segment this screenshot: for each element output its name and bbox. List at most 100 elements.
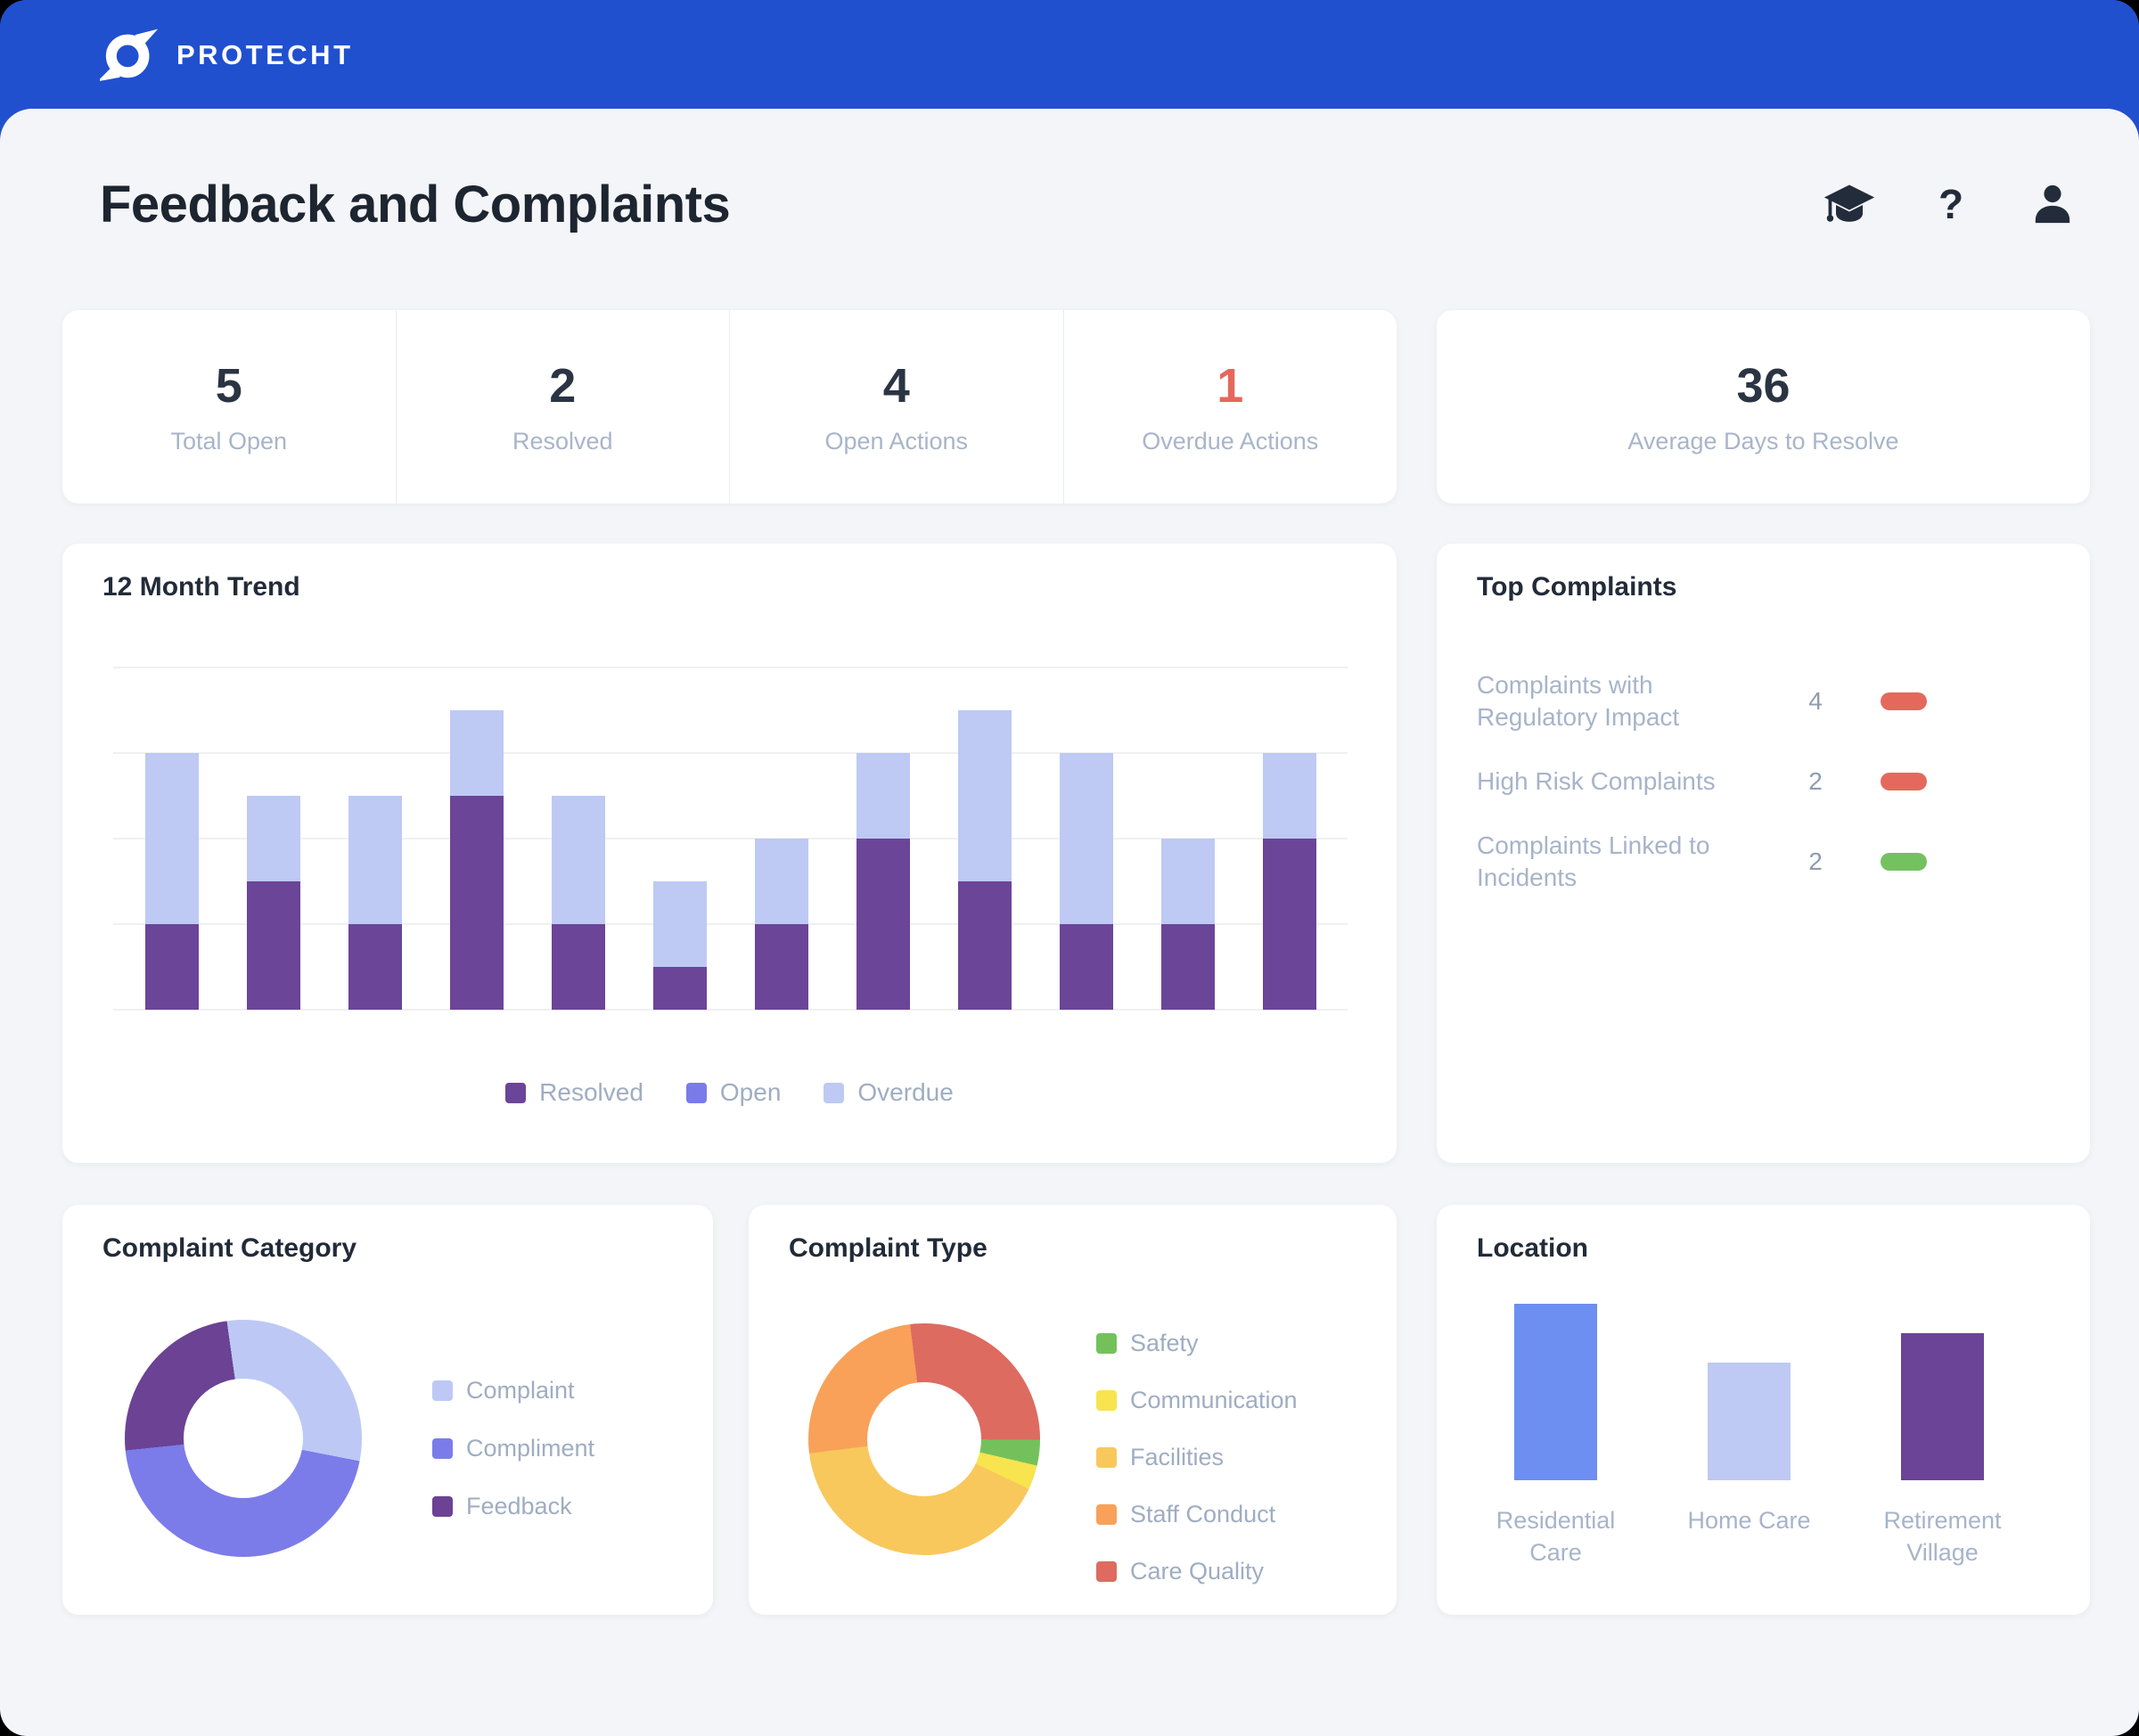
brand-name: PROTECHT (176, 39, 354, 70)
top-complaint-label: High Risk Complaints (1477, 766, 1716, 795)
help-icon[interactable]: ? (1938, 181, 1964, 227)
location-bar[interactable] (1901, 1333, 1984, 1480)
donut-legend-item[interactable]: Safety (1096, 1330, 1298, 1357)
trend-bar[interactable] (348, 796, 402, 1010)
location-bar[interactable] (1708, 1363, 1791, 1480)
legend-swatch (685, 1082, 707, 1103)
location-bar[interactable] (1514, 1304, 1597, 1480)
overdue-segment[interactable] (653, 881, 707, 967)
trend-bar[interactable] (1060, 753, 1113, 1010)
trend-bar[interactable] (653, 881, 707, 1010)
top-complaints-list: Complaints with Regulatory Impact 4 High R… (1477, 661, 2050, 902)
top-complaint-count: 2 (1808, 848, 1823, 875)
resolved-segment[interactable] (653, 967, 707, 1010)
legend-swatch (432, 1496, 453, 1517)
legend-label: Resolved (539, 1078, 643, 1106)
trend-bar[interactable] (958, 710, 1012, 1010)
legend-swatch (824, 1082, 845, 1103)
resolved-segment[interactable] (348, 924, 402, 1010)
legend-swatch (1096, 1447, 1117, 1468)
overdue-segment[interactable] (755, 839, 808, 924)
donut-legend-item[interactable]: Compliment (432, 1435, 594, 1462)
resolved-segment[interactable] (1161, 924, 1215, 1010)
trend-bar[interactable] (1263, 753, 1316, 1010)
donut-legend-item[interactable]: Facilities (1096, 1444, 1298, 1471)
donut-legend-item[interactable]: Communication (1096, 1387, 1298, 1414)
trend-chart (113, 667, 1348, 1011)
donut-legend-item[interactable]: Feedback (432, 1493, 594, 1520)
location-label: Home Care (1687, 1507, 1811, 1534)
legend-swatch (1096, 1333, 1117, 1354)
legend-label: Feedback (466, 1493, 572, 1519)
overdue-segment[interactable] (1161, 839, 1215, 924)
donut-legend-item[interactable]: Care Quality (1096, 1558, 1298, 1585)
resolved-segment[interactable] (450, 796, 504, 1010)
trend-title: 12 Month Trend (102, 572, 300, 602)
legend-label: Communication (1130, 1387, 1298, 1413)
stat-item: 36 Average Days to Resolve (1437, 310, 2090, 504)
status-pill (1881, 773, 1927, 790)
trend-legend-item[interactable]: Resolved (505, 1078, 643, 1107)
trend-bar[interactable] (145, 753, 199, 1010)
gridline (113, 923, 1348, 925)
trend-legend-item[interactable]: Overdue (824, 1078, 954, 1107)
stat-label: Open Actions (824, 428, 969, 454)
resolved-segment[interactable] (1263, 839, 1316, 1010)
top-complaint-count: 2 (1808, 767, 1823, 795)
trend-bar[interactable] (1161, 839, 1215, 1010)
complaint-category-legend: Complaint Compliment Feedback (432, 1377, 594, 1520)
stat-value: 2 (549, 359, 577, 413)
user-icon[interactable] (2025, 176, 2080, 232)
resolved-segment[interactable] (1060, 924, 1113, 1010)
overdue-segment[interactable] (856, 753, 910, 839)
gridline (113, 1009, 1348, 1011)
resolved-segment[interactable] (145, 924, 199, 1010)
legend-label: Complaint (466, 1377, 575, 1404)
donut-legend-item[interactable]: Staff Conduct (1096, 1501, 1298, 1528)
resolved-segment[interactable] (552, 924, 605, 1010)
gridline (113, 667, 1348, 668)
donut-hole (867, 1382, 981, 1496)
stat-item: 2 Resolved (395, 310, 730, 504)
donut-legend-item[interactable]: Complaint (432, 1377, 594, 1404)
legend-swatch (1096, 1504, 1117, 1525)
location-title: Location (1477, 1233, 1588, 1263)
overdue-segment[interactable] (145, 753, 199, 924)
overdue-segment[interactable] (348, 796, 402, 924)
complaint-category-donut[interactable] (125, 1320, 362, 1557)
page-header: Feedback and Complaints ? (100, 164, 2080, 244)
stat-value: 36 (1736, 359, 1791, 413)
complaint-type-donut[interactable] (808, 1323, 1040, 1555)
complaint-type-title: Complaint Type (789, 1233, 988, 1263)
status-pill (1881, 692, 1927, 710)
trend-bar[interactable] (856, 753, 910, 1010)
resolved-segment[interactable] (755, 924, 808, 1010)
overdue-segment[interactable] (958, 710, 1012, 881)
trend-bar[interactable] (755, 839, 808, 1010)
trend-legend-item[interactable]: Open (685, 1078, 781, 1107)
trend-bar[interactable] (552, 796, 605, 1010)
stat-item: 5 Total Open (62, 310, 396, 504)
brand: PROTECHT (100, 23, 354, 87)
trend-bar[interactable] (247, 796, 300, 1010)
stat-value: 5 (215, 359, 242, 413)
complaint-type-legend: Safety Communication Facilities Staff Condu… (1096, 1330, 1298, 1585)
gridline (113, 838, 1348, 839)
legend-swatch (432, 1438, 453, 1459)
overdue-segment[interactable] (1060, 753, 1113, 924)
top-complaint-row: Complaints Linked to Incidents 2 (1477, 822, 2050, 902)
stat-value: 4 (882, 359, 910, 413)
overdue-segment[interactable] (552, 796, 605, 924)
page-title: Feedback and Complaints (100, 175, 731, 233)
trend-bar[interactable] (450, 710, 504, 1010)
overdue-segment[interactable] (1263, 753, 1316, 839)
overdue-segment[interactable] (450, 710, 504, 796)
overdue-segment[interactable] (247, 796, 300, 881)
resolved-segment[interactable] (247, 881, 300, 1010)
trend-panel: 12 Month Trend Resolved Open Overdue (62, 544, 1397, 1163)
graduation-cap-icon[interactable] (1822, 176, 1877, 232)
top-complaint-row: High Risk Complaints 2 (1477, 741, 2050, 822)
legend-label: Staff Conduct (1130, 1501, 1276, 1527)
resolved-segment[interactable] (856, 839, 910, 1010)
resolved-segment[interactable] (958, 881, 1012, 1010)
